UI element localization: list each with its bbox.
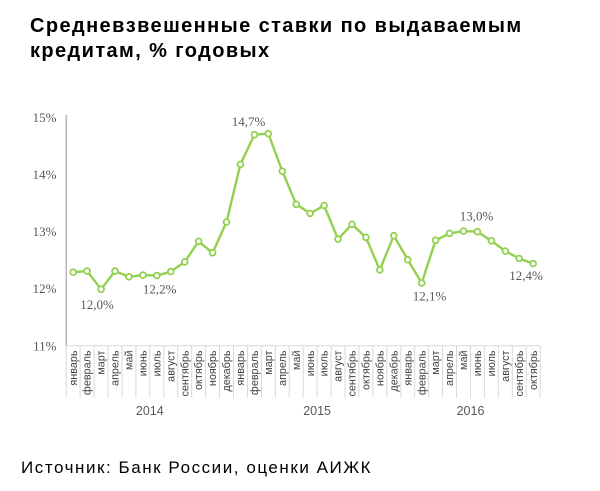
svg-text:сентябрь: сентябрь <box>514 350 526 396</box>
svg-text:15%: 15% <box>33 110 57 125</box>
svg-text:апрель: апрель <box>110 350 122 386</box>
svg-text:12,0%: 12,0% <box>80 297 114 312</box>
svg-text:12,4%: 12,4% <box>509 268 543 283</box>
svg-text:август: август <box>165 350 177 381</box>
svg-text:май: май <box>291 351 303 370</box>
svg-text:апрель: апрель <box>277 350 289 386</box>
svg-text:октябрь: октябрь <box>193 350 205 390</box>
svg-text:октябрь: октябрь <box>528 350 540 390</box>
svg-text:12%: 12% <box>33 281 57 296</box>
svg-text:2014: 2014 <box>136 404 164 418</box>
svg-text:октябрь: октябрь <box>361 350 373 390</box>
svg-text:июль: июль <box>486 350 498 376</box>
svg-text:январь: январь <box>402 350 414 385</box>
svg-text:июль: июль <box>151 350 163 376</box>
svg-text:12,1%: 12,1% <box>413 289 447 304</box>
svg-text:13,0%: 13,0% <box>460 209 494 224</box>
svg-text:декабрь: декабрь <box>221 350 233 391</box>
svg-text:август: август <box>333 350 345 381</box>
svg-text:13%: 13% <box>33 224 57 239</box>
svg-text:июль: июль <box>319 350 331 376</box>
svg-text:июнь: июнь <box>138 350 150 376</box>
svg-text:февраль: февраль <box>82 350 94 395</box>
svg-text:март: март <box>96 350 108 374</box>
svg-text:сентябрь: сентябрь <box>179 350 191 396</box>
svg-text:ноябрь: ноябрь <box>374 350 386 386</box>
svg-text:февраль: февраль <box>416 350 428 395</box>
svg-text:май: май <box>124 351 136 370</box>
svg-text:январь: январь <box>68 350 80 385</box>
svg-text:14%: 14% <box>33 167 57 182</box>
svg-text:январь: январь <box>235 350 247 385</box>
svg-text:сентябрь: сентябрь <box>347 350 359 396</box>
svg-text:декабрь: декабрь <box>388 350 400 391</box>
svg-text:февраль: февраль <box>249 350 261 395</box>
svg-text:март: март <box>430 350 442 374</box>
svg-text:август: август <box>500 350 512 381</box>
svg-text:14,7%: 14,7% <box>232 114 266 129</box>
svg-text:ноябрь: ноябрь <box>207 350 219 386</box>
svg-text:май: май <box>458 351 470 370</box>
svg-text:12,2%: 12,2% <box>143 282 177 297</box>
svg-text:март: март <box>263 350 275 374</box>
svg-text:11%: 11% <box>33 338 57 353</box>
svg-text:апрель: апрель <box>444 350 456 386</box>
svg-text:2016: 2016 <box>457 404 485 418</box>
svg-text:июнь: июнь <box>472 350 484 376</box>
svg-text:2015: 2015 <box>303 404 331 418</box>
svg-text:июнь: июнь <box>305 350 317 376</box>
